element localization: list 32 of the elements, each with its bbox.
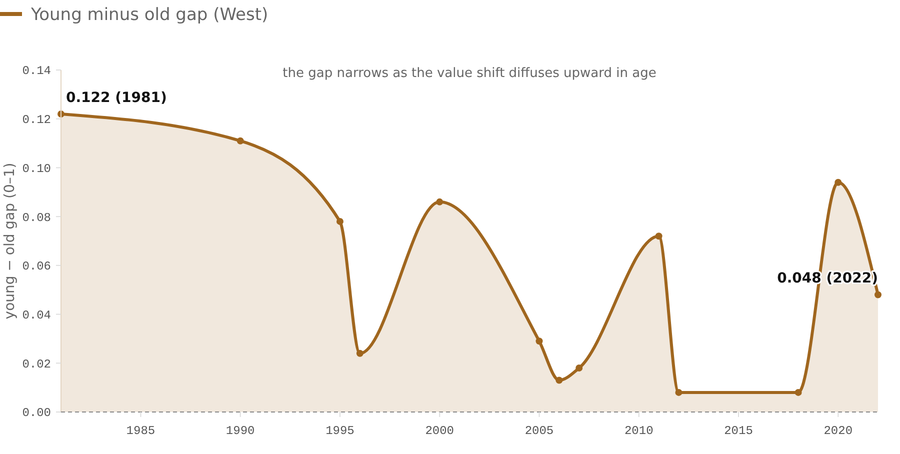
x-tick-label: 2000 [425, 424, 454, 438]
point [336, 218, 344, 225]
annotation: the gap narrows as the value shift diffuses upward in age [282, 66, 656, 81]
point [556, 376, 563, 384]
point [874, 291, 882, 298]
x-tick-label: 1995 [326, 424, 354, 438]
x-tick-label: 2020 [824, 424, 853, 438]
y-tick-label: 0.14 [22, 64, 51, 78]
y-tick-label: 0.02 [22, 357, 51, 372]
y-tick-label: 0.04 [22, 308, 51, 322]
point [675, 388, 682, 396]
point [236, 137, 244, 144]
legend-label: Young minus old gap (West) [30, 4, 268, 25]
point [794, 388, 802, 396]
y-tick-label: 0.08 [22, 210, 51, 225]
y-tick-label: 0.12 [22, 113, 51, 128]
point [436, 198, 444, 206]
point [356, 350, 364, 357]
y-axis-title: young − old gap (0–1) [2, 162, 18, 320]
x-tick-label: 2005 [524, 424, 554, 438]
point [834, 178, 842, 186]
annotation: 0.122 (1981) [66, 90, 167, 106]
y-tick-label: 0.06 [22, 260, 51, 274]
y-tick-label: 0.00 [22, 406, 51, 420]
point [576, 364, 583, 372]
x-tick-label: 2010 [624, 424, 654, 438]
x-tick-label: 2015 [724, 424, 753, 438]
x-tick-label: 1990 [226, 424, 255, 438]
y-tick-label: 0.10 [22, 162, 51, 176]
x-tick-label: 1985 [126, 424, 156, 438]
point [655, 232, 662, 240]
point [536, 338, 543, 345]
